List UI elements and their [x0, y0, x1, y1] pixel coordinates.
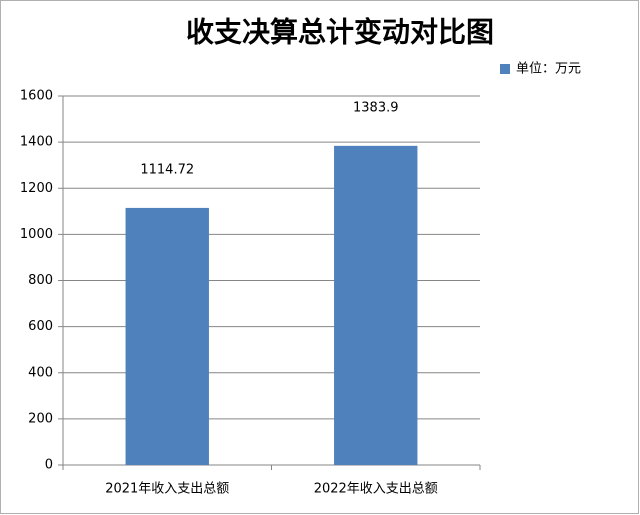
x-tick-label: 2022年收入支出总额 — [314, 482, 438, 497]
data-label: 1114.72 — [140, 162, 194, 177]
data-label: 1383.9 — [353, 100, 399, 115]
y-tick-label: 1200 — [20, 181, 53, 196]
legend-label: 单位：万元 — [516, 62, 581, 77]
x-tick-label: 2021年收入支出总额 — [105, 482, 229, 497]
y-tick-label: 1000 — [20, 227, 53, 242]
y-tick-label: 400 — [28, 365, 53, 380]
legend-swatch — [500, 64, 510, 74]
y-tick-label: 1400 — [20, 135, 53, 150]
y-tick-label: 0 — [45, 458, 53, 473]
bar — [334, 145, 418, 465]
y-tick-label: 1600 — [20, 89, 53, 104]
y-tick-label: 800 — [28, 273, 53, 288]
chart-title: 收支决算总计变动对比图 — [186, 16, 494, 49]
y-tick-label: 600 — [28, 319, 53, 334]
bar — [125, 207, 209, 465]
y-tick-label: 200 — [28, 411, 53, 426]
